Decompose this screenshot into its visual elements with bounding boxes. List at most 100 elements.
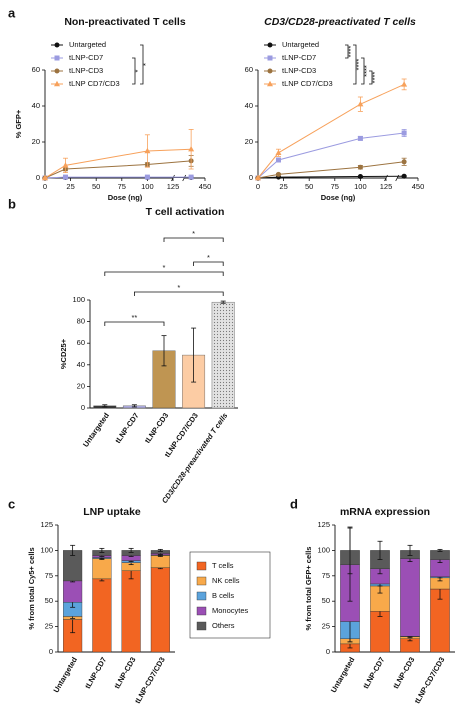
series-line [44,176,192,179]
y-tick-label: 60 [245,65,253,74]
legend-marker [267,80,273,87]
y-tick-label: 25 [322,622,330,631]
legend-label: tLNP-CD7 [69,53,103,62]
series-line [257,175,405,179]
y-tick-label: 20 [245,137,253,146]
legend-marker [54,80,60,87]
error-bar [347,526,353,575]
y-tick-label: 50 [45,596,53,605]
y-tick-label: 100 [40,545,53,554]
y-tick-label: 0 [326,647,330,656]
significance-label: **** [346,46,355,58]
data-point [275,157,281,163]
significance-bracket [132,57,136,85]
x-tick-label: tLNP-CD3 [143,411,170,445]
x-tick-label: 100 [141,182,154,191]
x-tick-label: 100 [354,182,367,191]
y-tick-label: 80 [77,317,85,326]
significance-bracket [353,44,357,85]
chart-title: LNP uptake [83,506,141,518]
x-tick-label: tLNP-CD7 [361,655,386,690]
legend-marker [54,42,60,48]
data-point [357,164,363,170]
data-point [188,174,194,180]
significance-bracket [104,271,224,276]
y-axis-label: % GFP+ [14,109,23,138]
y-tick-label: 0 [249,173,253,182]
significance-bracket [345,44,349,59]
series-line [257,132,405,179]
data-point [401,81,408,87]
bar-segment [63,580,83,603]
significance-label: * [163,263,166,272]
legend-label: NK cells [212,576,240,585]
legend-swatch [196,621,207,631]
legend-label: Untargeted [282,40,319,49]
x-tick-label: 125 [380,182,393,191]
error-bar [161,335,167,367]
bar-segment [400,558,420,637]
panel-label: c [8,496,15,511]
x-tick-label: tLNP-CD7/CD3 [133,655,167,705]
data-point [275,171,281,177]
y-tick-label: 75 [45,571,53,580]
data-point [275,149,282,155]
data-point [62,162,69,168]
legend-label: tLNP-CD3 [69,66,103,75]
y-tick-label: 60 [32,65,40,74]
significance-label: **** [370,72,379,84]
legend-marker [54,68,60,74]
y-tick-label: 125 [317,520,330,529]
error-bar [128,547,134,553]
data-point [401,173,407,179]
data-point [144,147,151,154]
x-tick-label: tLNP-CD3 [112,655,137,690]
error-bar [437,548,443,552]
data-point [357,174,363,180]
x-tick-label: 450 [412,182,425,191]
x-tick-label: Untargeted [329,655,357,694]
significance-bracket [104,321,165,326]
legend-swatch [196,576,207,586]
axis-break [182,174,187,182]
chart-title: CD3/CD28-preactivated T cells [264,16,416,28]
x-tick-label: tLNP-CD7/CD3 [413,655,447,705]
legend-label: T cells [212,561,234,570]
y-tick-label: 0 [49,647,53,656]
y-axis-label: % from total Cy5+ cells [27,547,36,629]
legend-label: Others [212,621,235,630]
data-point [42,174,48,181]
bar-segment [92,578,112,653]
chart-title: Non-preactivated T cells [64,16,186,28]
series-line [257,161,405,179]
y-axis-label: % from total GFP+ cells [304,547,313,631]
data-point [62,174,68,180]
error-bar [191,327,197,383]
x-tick-label: 25 [66,182,74,191]
x-axis-label: Dose (ng) [108,193,143,202]
chart-title: mRNA expression [340,506,430,518]
significance-label: * [207,253,210,262]
legend-label: Monocytes [212,606,249,615]
data-point [401,159,407,165]
error-bar [377,540,383,560]
significance-label: **** [362,65,371,77]
error-bar [220,300,226,304]
x-tick-label: 25 [279,182,287,191]
data-point [255,174,261,181]
y-tick-label: 25 [45,622,53,631]
bar-segment [92,558,112,580]
x-tick-label: Untargeted [51,655,79,694]
legend-label: B cells [212,591,234,600]
panel-label: d [290,496,298,511]
y-tick-label: 20 [32,137,40,146]
data-point [144,174,150,180]
legend-marker [267,42,273,48]
series-line [257,83,405,179]
data-point [357,101,364,107]
error-bar [157,548,163,552]
x-tick-label: 0 [256,182,260,191]
data-point [401,130,407,136]
legend-swatch [196,606,207,616]
